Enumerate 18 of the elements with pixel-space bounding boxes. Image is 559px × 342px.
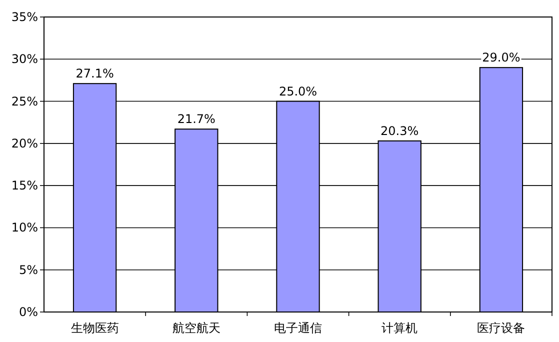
y-tick-label: 10% bbox=[11, 220, 38, 235]
data-label: 20.3% bbox=[380, 124, 419, 138]
data-label: 21.7% bbox=[177, 112, 216, 126]
y-tick-label: 0% bbox=[18, 305, 38, 319]
x-tick-label: 医疗设备 bbox=[477, 321, 526, 335]
x-tick-label: 电子通信 bbox=[274, 321, 322, 335]
x-tick-label: 计算机 bbox=[382, 321, 418, 335]
y-tick-label: 30% bbox=[11, 52, 38, 66]
y-tick-label: 20% bbox=[11, 136, 38, 150]
data-label: 29.0% bbox=[482, 50, 520, 65]
y-tick-label: 25% bbox=[11, 94, 38, 108]
x-tick-label: 生物医药 bbox=[70, 321, 119, 335]
x-tick-label: 航空航天 bbox=[172, 321, 220, 335]
y-tick-label: 35% bbox=[11, 10, 38, 24]
y-tick-label: 15% bbox=[11, 178, 38, 193]
data-label: 25.0% bbox=[278, 84, 318, 98]
y-tick-label: 5% bbox=[18, 262, 38, 277]
data-label: 27.1% bbox=[76, 66, 114, 81]
